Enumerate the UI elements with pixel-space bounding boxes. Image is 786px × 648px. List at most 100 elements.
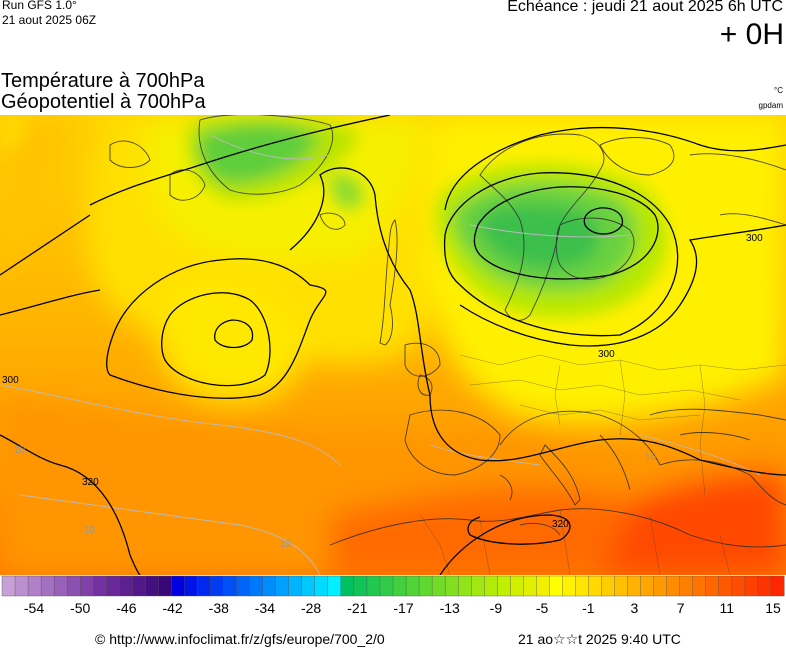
color-scale-swatch — [288, 575, 303, 597]
color-scale-swatch — [744, 575, 759, 597]
temperature-field — [0, 115, 786, 575]
color-scale-bar — [1, 575, 785, 597]
color-scale-swatch — [93, 575, 107, 597]
color-scale-swatch — [653, 575, 668, 597]
color-scale-tick-label: 3 — [630, 600, 639, 616]
color-scale-swatch — [27, 575, 42, 597]
color-scale-tick-label: -54 — [23, 600, 45, 616]
color-scale-swatch — [523, 575, 537, 597]
color-scale-swatch — [679, 575, 694, 597]
borders — [419, 354, 786, 575]
map-title-geopotential: Géopotentiel à 700hPa — [1, 91, 206, 113]
color-scale-swatch — [757, 575, 772, 597]
color-scale-swatch — [14, 575, 29, 597]
color-scale-tick-label: -50 — [70, 600, 91, 616]
color-scale-swatch — [353, 575, 368, 597]
color-scale-tick-label: -9 — [489, 600, 503, 616]
color-scale-swatch — [666, 575, 681, 597]
color-scale-tick-label: -34 — [254, 600, 276, 616]
contour-label: 320 — [82, 477, 99, 488]
color-scale-swatch — [314, 575, 329, 597]
color-scale-tick-label: 15 — [765, 600, 781, 616]
contour-label: 300 — [2, 375, 19, 386]
map-title-temperature: Température à 700hPa — [1, 70, 205, 92]
color-scale-swatch — [457, 575, 472, 597]
color-scale-swatch — [184, 575, 199, 597]
color-scale-swatch — [640, 575, 655, 597]
isotherm-label: 10 — [645, 452, 657, 463]
color-scale-swatch — [392, 575, 407, 597]
color-scale-swatch — [471, 575, 485, 597]
contour-label: 300 — [598, 349, 615, 360]
coastlines — [109, 115, 786, 548]
color-scale-swatch — [106, 575, 120, 597]
isotherm-label: 10 — [84, 525, 96, 536]
temperature-isotherms — [0, 134, 761, 575]
color-scale-tick-label: -13 — [439, 600, 460, 616]
color-scale-swatch — [79, 575, 94, 597]
geopotential-contours — [0, 115, 786, 575]
color-scale-tick-label: 11 — [719, 600, 735, 616]
color-scale-swatch — [132, 575, 146, 597]
color-scale-tick-label: 7 — [676, 600, 685, 616]
color-scale-swatch — [379, 575, 394, 597]
color-scale-swatch — [145, 575, 159, 597]
color-scale-swatch — [66, 575, 81, 597]
color-scale-swatch — [405, 575, 420, 597]
color-scale-swatch — [223, 575, 238, 597]
forecast-validity: Echéance : jeudi 21 aout 2025 6h UTC — [507, 0, 783, 15]
color-scale-swatch — [340, 575, 355, 597]
color-scale-swatch — [158, 575, 172, 597]
color-scale-swatch — [262, 575, 277, 597]
color-scale-tick-label: -28 — [300, 600, 322, 616]
color-scale-swatch — [119, 575, 133, 597]
color-scale-tick-label: -38 — [208, 600, 229, 616]
contour-label: 320 — [552, 519, 569, 530]
color-scale-swatch — [549, 575, 563, 597]
color-scale-swatch — [510, 575, 524, 597]
color-scale-swatch — [705, 575, 720, 597]
color-scale-swatch — [1, 575, 16, 597]
color-scale-swatch — [171, 575, 185, 597]
run-label: Run GFS 1.0° — [2, 0, 77, 12]
color-scale-swatch — [601, 575, 616, 597]
color-scale-tick-label: -46 — [116, 600, 137, 616]
color-scale-swatch — [718, 575, 733, 597]
color-scale-swatch — [627, 575, 642, 597]
forecast-lead-time: + 0H — [719, 18, 784, 51]
color-scale-swatch — [770, 575, 785, 597]
color-scale-tick-label: -17 — [393, 600, 414, 616]
color-scale-swatch — [562, 575, 576, 597]
color-scale-swatch — [327, 575, 342, 597]
color-scale-swatch — [236, 575, 251, 597]
color-scale-swatch — [53, 575, 68, 597]
color-scale-tick-label: -5 — [535, 600, 549, 616]
color-scale-swatch — [210, 575, 225, 597]
color-scale-swatch — [366, 575, 381, 597]
color-scale-swatch — [249, 575, 264, 597]
color-scale-swatch — [484, 575, 498, 597]
color-scale-swatch — [614, 575, 629, 597]
run-date: 21 aout 2025 06Z — [2, 13, 97, 27]
isotherm-label: 10 — [280, 539, 292, 550]
color-scale-swatch — [692, 575, 707, 597]
isotherm-label: 10 — [14, 445, 26, 456]
color-scale-swatch — [301, 575, 316, 597]
color-scale-swatch — [418, 575, 433, 597]
color-scale-swatch — [197, 575, 212, 597]
contour-labels: 300 300 300 320 320 10 10 10 10 — [2, 233, 763, 550]
color-scale-tick-label: -21 — [347, 600, 368, 616]
color-scale-swatch — [731, 575, 746, 597]
generated-time: 21 ao☆☆t 2025 9:40 UTC — [518, 631, 681, 647]
geopotential-unit: gpdam — [758, 101, 783, 110]
color-scale-swatch — [444, 575, 459, 597]
color-scale-swatch — [536, 575, 550, 597]
contour-label: 300 — [746, 233, 763, 244]
color-scale-swatch — [588, 575, 603, 597]
source-url: © http://www.infoclimat.fr/z/gfs/europe/… — [95, 631, 385, 647]
color-scale-swatch — [575, 575, 589, 597]
temperature-unit: °C — [774, 86, 783, 95]
color-scale-swatch — [497, 575, 511, 597]
color-scale-tick-label: -42 — [162, 600, 183, 616]
color-scale-tick-label: -1 — [582, 600, 595, 616]
